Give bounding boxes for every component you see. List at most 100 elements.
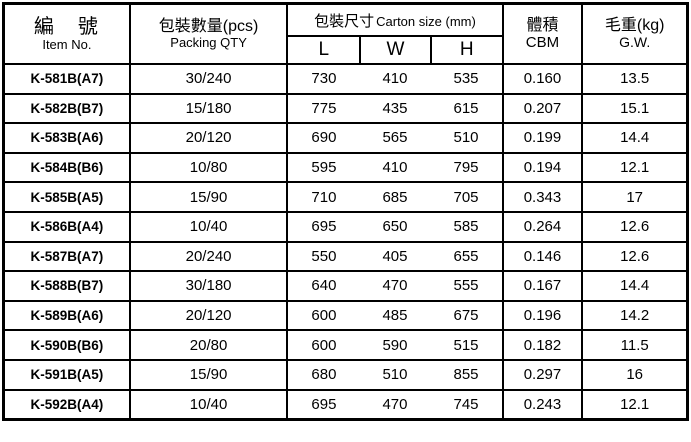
cbm-cell: 0.243 [501,388,584,421]
packing-qty-cell: 10/80 [128,151,289,184]
gw-cell: 12.6 [581,240,689,273]
gw-cell: 12.1 [581,151,689,184]
width-value: 510 [382,366,408,384]
packing-qty-cell: 15/180 [128,92,289,125]
height-value: 675 [453,307,479,325]
table-row: K-589B(A6) 20/120 600 485 675 0.196 14.2 [2,299,689,332]
carton-size-cell: 695 650 585 [286,210,504,243]
table-row: K-581B(A7) 30/240 730 410 535 0.160 13.5 [2,63,689,95]
length-value: 710 [311,188,337,206]
width-value: 410 [382,159,408,177]
header-carton-size-en: Carton size (mm) [376,13,476,29]
header-packing-qty-zh: 包裝數量(pcs) [158,17,259,35]
cbm-cell: 0.160 [501,63,584,95]
header-dim-l: L [286,35,362,65]
packing-spec-table: 編 號 Item No. 包裝數量(pcs) Packing QTY 包裝尺寸 C… [2,2,689,422]
carton-size-cell: 680 510 855 [286,358,504,391]
header-cbm: 體積 CBM [501,2,584,65]
packing-qty-cell: 20/80 [128,329,289,361]
gw-cell: 14.4 [581,270,689,302]
length-value: 690 [311,129,337,147]
header-carton-size: 包裝尺寸 Carton size (mm) [286,2,504,37]
cbm-cell: 0.207 [501,92,584,125]
header-gw-zh: 毛重(kg) [604,17,665,35]
carton-size-cell: 640 470 555 [286,270,504,302]
item-no-cell: K-592B(A4) [2,388,131,421]
table-body: K-581B(A7) 30/240 730 410 535 0.160 13.5 K… [2,63,689,421]
header-item-no-en: Item No. [42,36,92,52]
item-no-cell: K-587B(A7) [2,240,131,273]
packing-qty-cell: 20/120 [128,122,289,154]
gw-cell: 14.2 [581,299,689,332]
gw-cell: 13.5 [581,63,689,95]
carton-size-cell: 600 590 515 [286,329,504,361]
item-no-cell: K-582B(B7) [2,92,131,125]
cbm-cell: 0.146 [501,240,584,273]
width-value: 410 [382,70,408,88]
header-dim-h: H [429,35,504,65]
carton-size-cell: 710 685 705 [286,181,504,213]
header-carton-size-zh: 包裝尺寸 [314,12,375,30]
item-no-cell: K-589B(A6) [2,299,131,332]
header-item-no-zh: 編 號 [33,15,100,38]
gw-cell: 15.1 [581,92,689,125]
height-value: 855 [453,366,479,384]
carton-size-cell: 595 410 795 [286,151,504,184]
carton-size-cell: 695 470 745 [286,388,504,421]
gw-cell: 12.6 [581,210,689,243]
table-row: K-587B(A7) 20/240 550 405 655 0.146 12.6 [2,240,689,273]
item-no-cell: K-588B(B7) [2,270,131,302]
table-row: K-591B(A5) 15/90 680 510 855 0.297 16 [2,358,689,391]
table-row: K-588B(B7) 30/180 640 470 555 0.167 14.4 [2,270,689,302]
header-gw: 毛重(kg) G.W. [581,2,689,65]
carton-size-cell: 550 405 655 [286,240,504,273]
width-value: 470 [382,277,408,295]
cbm-cell: 0.182 [501,329,584,361]
header-dim-w: W [359,35,432,65]
carton-size-cell: 600 485 675 [286,299,504,332]
packing-qty-cell: 10/40 [128,388,289,421]
height-value: 705 [453,188,479,206]
length-value: 680 [311,366,337,384]
header-packing-qty-en: Packing QTY [170,34,247,50]
height-value: 555 [453,277,479,295]
header-item-no: 編 號 Item No. [2,2,131,65]
cbm-cell: 0.194 [501,151,584,184]
gw-cell: 11.5 [581,329,689,361]
packing-qty-cell: 30/180 [128,270,289,302]
header-packing-qty: 包裝數量(pcs) Packing QTY [128,2,289,65]
table-row: K-590B(B6) 20/80 600 590 515 0.182 11.5 [2,329,689,361]
packing-qty-cell: 15/90 [128,181,289,213]
header-cbm-en: CBM [525,33,560,51]
carton-size-cell: 690 565 510 [286,122,504,154]
header-gw-en: G.W. [619,34,651,51]
item-no-cell: K-583B(A6) [2,122,131,154]
packing-qty-cell: 30/240 [128,63,289,95]
width-value: 565 [382,129,408,147]
height-value: 510 [453,129,479,147]
cbm-cell: 0.167 [501,270,584,302]
header-cbm-zh: 體積 [526,16,559,34]
packing-qty-cell: 20/240 [128,240,289,273]
table-row: K-584B(B6) 10/80 595 410 795 0.194 12.1 [2,151,689,184]
length-value: 550 [311,247,337,265]
gw-cell: 17 [581,181,689,213]
height-value: 585 [453,218,479,236]
length-value: 775 [311,99,337,117]
item-no-cell: K-581B(A7) [2,63,131,95]
table-row: K-583B(A6) 20/120 690 565 510 0.199 14.4 [2,122,689,154]
width-value: 650 [382,218,408,236]
width-value: 405 [382,247,408,265]
gw-cell: 14.4 [581,122,689,154]
gw-cell: 12.1 [581,388,689,421]
table-header: 編 號 Item No. 包裝數量(pcs) Packing QTY 包裝尺寸 C… [2,2,689,65]
item-no-cell: K-590B(B6) [2,329,131,361]
width-value: 470 [382,395,408,413]
cbm-cell: 0.199 [501,122,584,154]
height-value: 615 [453,99,479,117]
height-value: 535 [453,70,479,88]
packing-qty-cell: 20/120 [128,299,289,332]
item-no-cell: K-586B(A4) [2,210,131,243]
item-no-cell: K-585B(A5) [2,181,131,213]
